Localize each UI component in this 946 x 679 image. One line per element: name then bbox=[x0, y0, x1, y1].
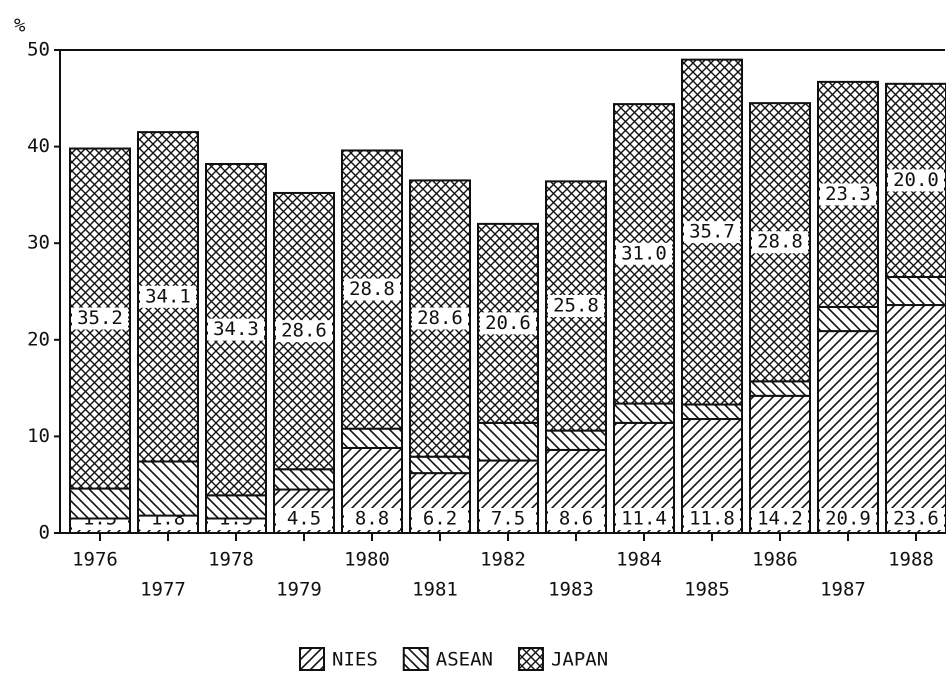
bar-segment bbox=[273, 468, 335, 491]
value-label: 31.0 bbox=[621, 242, 667, 264]
value-label: 23.3 bbox=[825, 183, 871, 205]
x-tick-label: 1986 bbox=[752, 549, 798, 571]
legend-swatch bbox=[517, 647, 544, 671]
value-label: 8.8 bbox=[355, 508, 389, 530]
label-bg bbox=[820, 183, 876, 206]
value-label: 8.6 bbox=[559, 508, 593, 530]
bar-segment bbox=[817, 330, 879, 534]
label-bg bbox=[888, 508, 944, 530]
label-bg bbox=[72, 307, 128, 330]
x-tick-label: 1988 bbox=[888, 549, 934, 571]
bar-segment bbox=[545, 429, 607, 451]
y-tick-label: 20 bbox=[27, 328, 50, 350]
bar-segment bbox=[341, 427, 403, 449]
label-bg bbox=[344, 278, 400, 301]
x-tick-label: 1983 bbox=[548, 579, 594, 601]
label-bg bbox=[480, 508, 536, 530]
y-tick-label: 30 bbox=[27, 232, 50, 254]
legend-swatch bbox=[402, 647, 429, 671]
label-bg bbox=[888, 169, 944, 192]
y-tick-label: 10 bbox=[27, 425, 50, 447]
value-label: 25.8 bbox=[553, 294, 599, 316]
x-tick-label: 1980 bbox=[344, 549, 390, 571]
x-tick-label: 1979 bbox=[276, 579, 322, 601]
label-bg bbox=[752, 231, 808, 254]
value-label: 4.5 bbox=[287, 508, 321, 530]
label-bg bbox=[752, 508, 808, 530]
label-bg bbox=[412, 508, 468, 530]
bar-segment bbox=[681, 403, 743, 421]
x-tick-label: 1978 bbox=[208, 549, 254, 571]
value-label: 35.2 bbox=[77, 307, 123, 329]
value-label: 7.5 bbox=[491, 508, 525, 530]
bar-segment bbox=[205, 494, 267, 520]
legend-label: JAPAN bbox=[551, 649, 608, 671]
label-bg bbox=[412, 307, 468, 330]
x-tick-label: 1987 bbox=[820, 579, 866, 601]
bar-segment bbox=[477, 421, 539, 462]
label-bg bbox=[276, 320, 332, 343]
legend-label: NIES bbox=[332, 649, 378, 671]
value-label: 6.2 bbox=[423, 508, 457, 530]
y-tick-label: 40 bbox=[27, 135, 50, 157]
value-label: 20.9 bbox=[825, 508, 871, 530]
x-tick-label: 1982 bbox=[480, 549, 526, 571]
value-label: 28.8 bbox=[757, 231, 803, 253]
label-bg bbox=[820, 508, 876, 530]
value-label: 23.6 bbox=[893, 508, 939, 530]
label-bg bbox=[616, 508, 672, 530]
value-label: 28.6 bbox=[417, 307, 463, 329]
legend-label: ASEAN bbox=[436, 649, 493, 671]
bar-segment bbox=[817, 305, 879, 333]
label-bg bbox=[684, 508, 740, 530]
value-label: 20.0 bbox=[893, 169, 939, 191]
bar-segment bbox=[137, 460, 199, 517]
bar-segment bbox=[613, 402, 675, 424]
value-label: 28.6 bbox=[281, 320, 327, 342]
legend-swatch bbox=[299, 647, 325, 671]
value-label: 35.7 bbox=[689, 221, 735, 243]
value-label: 28.8 bbox=[349, 278, 395, 300]
value-label: 11.8 bbox=[689, 508, 735, 530]
label-bg bbox=[548, 294, 604, 317]
value-label: 11.4 bbox=[621, 508, 667, 530]
bar-segment bbox=[69, 487, 131, 520]
x-tick-label: 1981 bbox=[412, 579, 458, 601]
y-tick-label: 0 bbox=[39, 522, 50, 544]
label-bg bbox=[344, 508, 400, 530]
x-tick-label: 1985 bbox=[684, 579, 730, 601]
bar-segment bbox=[885, 276, 946, 307]
label-bg bbox=[684, 221, 740, 244]
label-bg bbox=[616, 242, 672, 265]
x-tick-label: 1977 bbox=[140, 579, 186, 601]
bar-segment bbox=[885, 304, 946, 534]
label-bg bbox=[276, 508, 332, 530]
x-tick-label: 1984 bbox=[616, 549, 662, 571]
y-axis-label: % bbox=[14, 15, 26, 37]
value-label: 20.6 bbox=[485, 312, 531, 334]
label-bg bbox=[208, 318, 264, 341]
value-label: 14.2 bbox=[757, 508, 803, 530]
bar-segment bbox=[409, 455, 471, 475]
bar-segment bbox=[749, 380, 811, 397]
x-tick-label: 1976 bbox=[72, 549, 118, 571]
y-tick-label: 50 bbox=[27, 39, 50, 61]
label-bg bbox=[480, 312, 536, 335]
value-label: 34.1 bbox=[145, 285, 191, 307]
label-bg bbox=[140, 285, 196, 308]
value-label: 34.3 bbox=[213, 318, 259, 340]
label-bg bbox=[548, 508, 604, 530]
